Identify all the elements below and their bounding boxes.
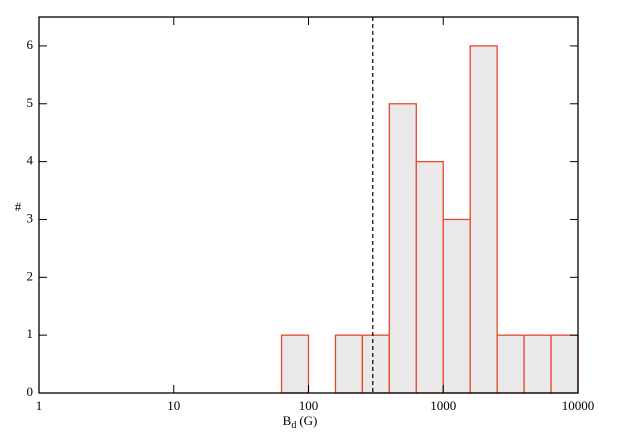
bar [334, 334, 364, 394]
y-tick-label: 0 [27, 384, 34, 399]
x-tick-label: 10000 [562, 398, 595, 413]
y-axis-label: # [15, 199, 22, 214]
x-tick-label: 1 [36, 398, 43, 413]
x-label-main: B [283, 413, 292, 428]
y-tick-label: 4 [27, 153, 34, 168]
bar [388, 103, 417, 394]
bar [550, 334, 579, 394]
bar [415, 160, 444, 394]
x-tick-label: 10 [167, 398, 180, 413]
bar [496, 334, 525, 394]
bar [523, 334, 552, 394]
bar [280, 334, 310, 394]
y-tick-label: 6 [27, 37, 34, 52]
y-tick-label: 2 [27, 268, 34, 283]
x-tick-label: 100 [299, 398, 319, 413]
bar [361, 334, 390, 394]
x-tick-label: 1000 [430, 398, 456, 413]
x-label-sub: d [291, 420, 296, 431]
bar [469, 45, 498, 394]
y-tick-label: 5 [27, 95, 34, 110]
y-tick-label: 1 [27, 326, 34, 341]
y-tick-label: 3 [27, 210, 34, 225]
x-label-unit: (G) [299, 413, 317, 428]
bar [442, 218, 471, 394]
x-axis-label: Bd (G) [283, 413, 318, 431]
